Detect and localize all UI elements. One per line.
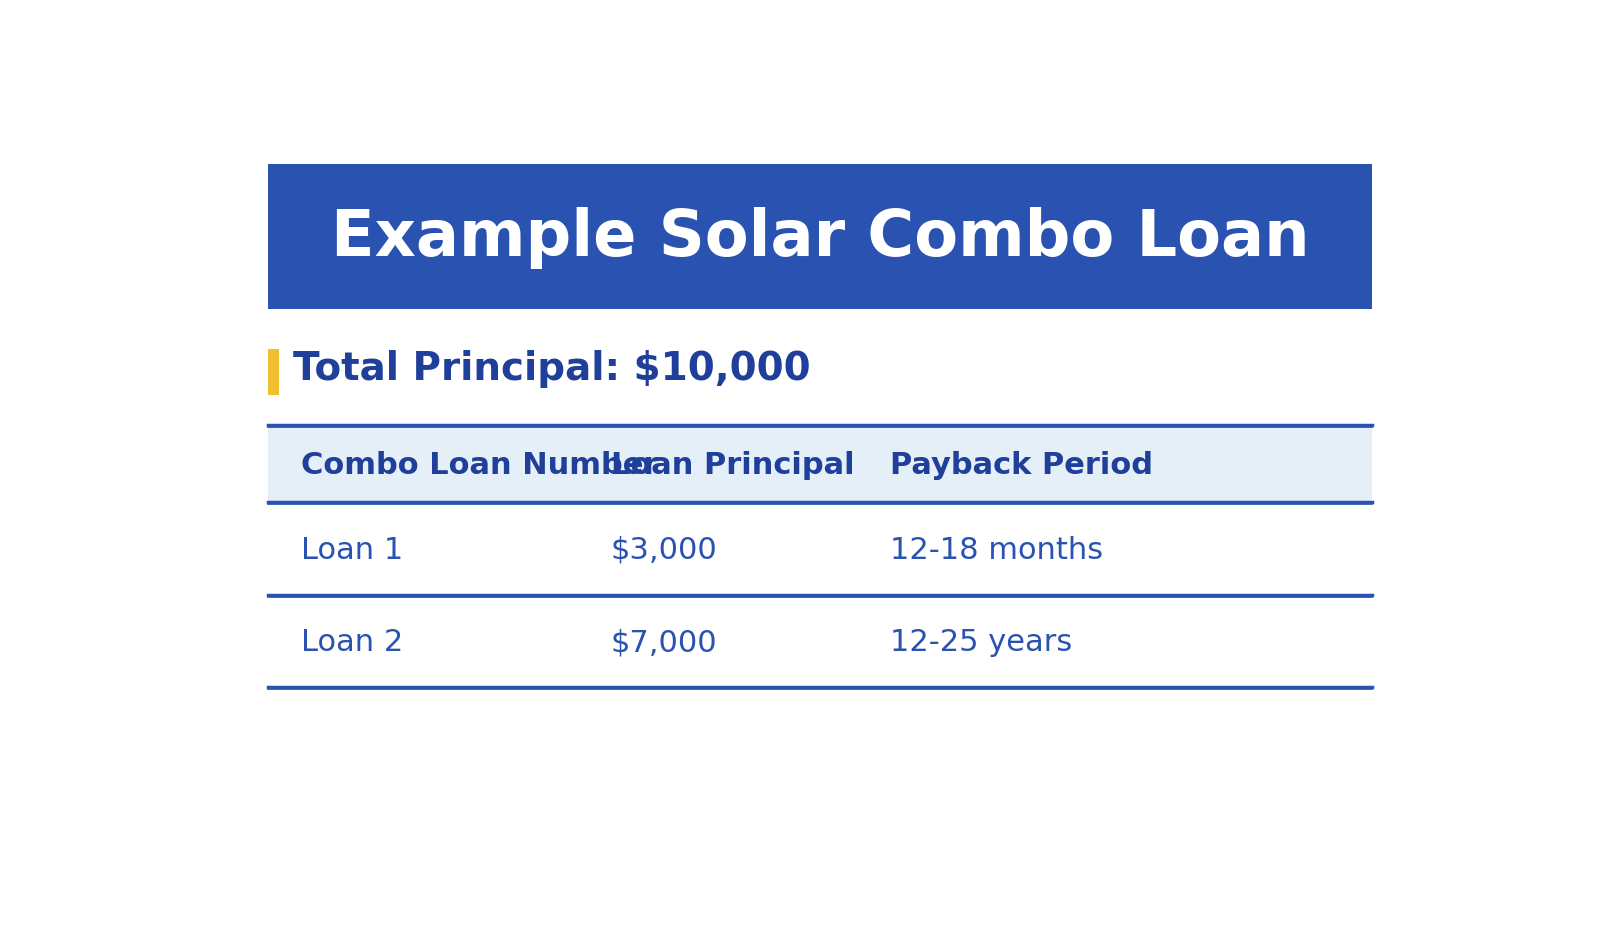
Text: Total Principal: $10,000: Total Principal: $10,000 [293, 350, 811, 388]
Bar [269, 165, 1371, 310]
Text: $7,000: $7,000 [611, 627, 717, 657]
Text: Loan Principal: Loan Principal [611, 451, 854, 480]
Text: Example Solar Combo Loan: Example Solar Combo Loan [331, 207, 1309, 268]
Text: 12-25 years: 12-25 years [890, 627, 1072, 657]
Text: Payback Period: Payback Period [890, 451, 1152, 480]
Bar [269, 427, 1371, 504]
Text: Loan 1: Loan 1 [301, 535, 403, 564]
Text: Combo Loan Number: Combo Loan Number [301, 451, 658, 480]
Text: Loan 2: Loan 2 [301, 627, 403, 657]
Text: $3,000: $3,000 [611, 535, 717, 564]
Bar [269, 350, 278, 396]
Text: 12-18 months: 12-18 months [890, 535, 1102, 564]
